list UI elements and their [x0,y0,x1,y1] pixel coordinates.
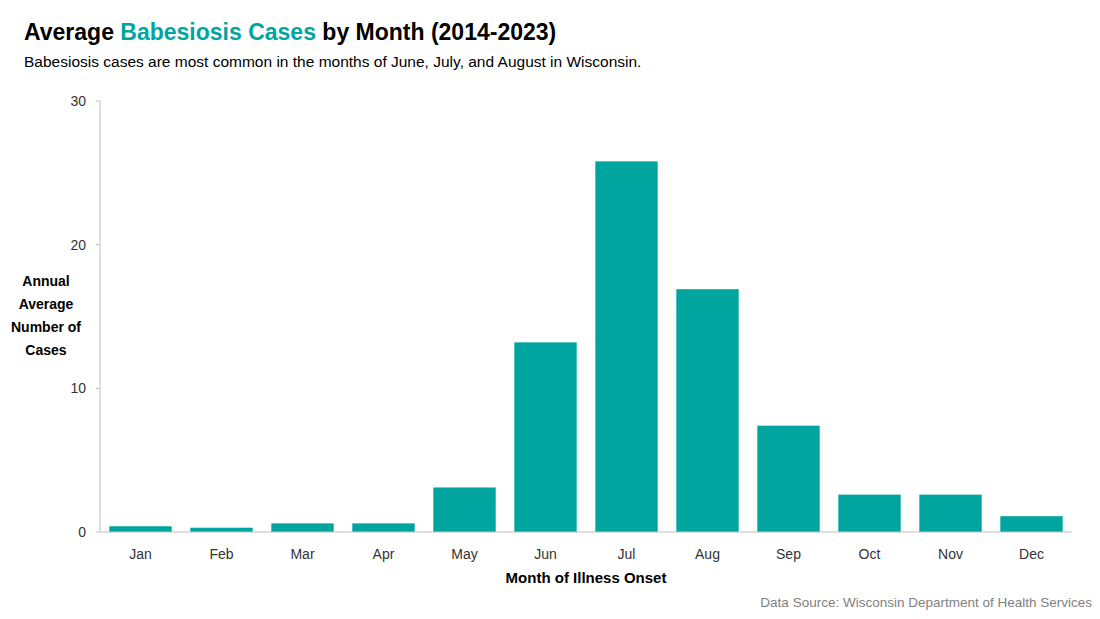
y-tick [96,532,100,533]
x-tick-label: Apr [373,546,395,562]
x-tick-label: Nov [938,546,963,562]
x-tick-label: Jan [129,546,152,562]
bar [514,342,576,532]
title: Average Babesiosis Cases by Month (2014-… [24,19,556,45]
chart: Average Babesiosis Cases by Month (2014-… [0,0,1100,619]
y-tick [96,101,100,102]
x-tick-label: Dec [1019,546,1044,562]
y-axis [100,101,101,532]
title-part: by Month (2014-2023) [316,19,556,45]
y-tick-label: 0 [78,524,86,540]
y-tick-label: 20 [70,237,86,253]
bar [352,523,414,532]
bar [919,495,981,532]
x-axis-label: Month of Illness Onset [506,569,667,586]
bar [109,526,171,532]
subtitle: Babesiosis cases are most common in the … [24,53,641,70]
x-tick-label: Jul [618,546,636,562]
bar [838,495,900,532]
title-part: Average [24,19,120,45]
bar [757,426,819,532]
x-tick-label: Jun [534,546,557,562]
x-tick-label: Oct [859,546,881,562]
bar [676,289,738,532]
bar [1000,516,1062,532]
bar [271,523,333,532]
x-tick-label: Sep [776,546,801,562]
y-tick-label: 30 [70,93,86,109]
bars [109,161,1062,532]
bar [190,528,252,532]
source: Data Source: Wisconsin Department of Hea… [760,595,1092,610]
bar [433,487,495,532]
y-axis-label: Annual Average Number of Cases [4,270,88,362]
bar [595,161,657,532]
x-tick-label: Mar [290,546,314,562]
x-axis [100,532,1072,533]
y-tick-label: 10 [70,380,86,396]
y-tick [96,388,100,389]
y-tick [96,244,100,245]
title-part: Babesiosis Cases [120,19,316,45]
x-tick-label: Aug [695,546,720,562]
x-tick-label: May [451,546,477,562]
x-tick-label: Feb [209,546,233,562]
